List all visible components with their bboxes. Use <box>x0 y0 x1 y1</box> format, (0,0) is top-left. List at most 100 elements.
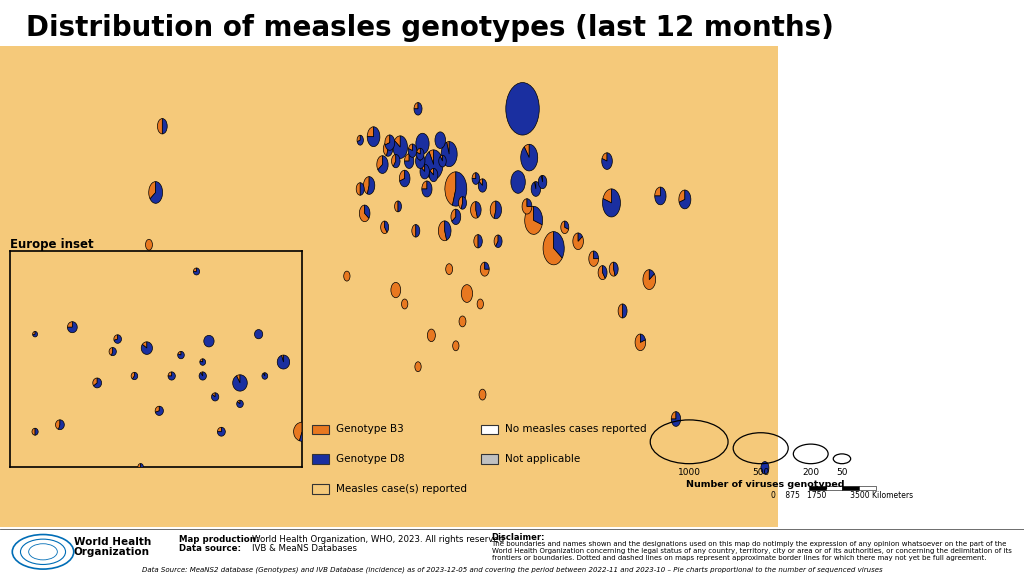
Text: 50: 50 <box>837 468 848 478</box>
Wedge shape <box>441 142 457 166</box>
Wedge shape <box>404 154 414 168</box>
Circle shape <box>479 389 486 400</box>
Wedge shape <box>217 427 221 432</box>
Wedge shape <box>527 199 531 206</box>
Wedge shape <box>649 270 654 279</box>
Wedge shape <box>598 266 605 279</box>
Wedge shape <box>168 372 175 380</box>
Wedge shape <box>364 177 369 194</box>
Wedge shape <box>554 232 564 258</box>
Wedge shape <box>417 148 420 154</box>
Wedge shape <box>412 225 416 237</box>
Wedge shape <box>452 209 461 225</box>
Wedge shape <box>109 347 113 355</box>
Wedge shape <box>194 268 200 275</box>
Wedge shape <box>438 155 446 167</box>
Wedge shape <box>679 190 685 202</box>
Wedge shape <box>472 173 476 179</box>
Wedge shape <box>602 153 612 169</box>
Wedge shape <box>381 221 387 234</box>
Wedge shape <box>194 268 197 271</box>
Wedge shape <box>112 347 117 355</box>
Wedge shape <box>416 225 420 237</box>
Wedge shape <box>524 145 529 158</box>
Circle shape <box>145 239 153 250</box>
Wedge shape <box>163 119 167 134</box>
Text: Organization: Organization <box>74 547 150 557</box>
Wedge shape <box>200 359 203 362</box>
Wedge shape <box>409 144 417 157</box>
Wedge shape <box>679 190 691 209</box>
Wedge shape <box>416 154 425 168</box>
Circle shape <box>401 299 408 309</box>
Wedge shape <box>156 406 164 415</box>
Text: 200: 200 <box>802 468 819 478</box>
Wedge shape <box>602 189 621 217</box>
Wedge shape <box>238 400 240 404</box>
Wedge shape <box>385 135 394 150</box>
Circle shape <box>445 264 453 275</box>
Wedge shape <box>140 464 143 469</box>
Wedge shape <box>421 164 425 172</box>
Wedge shape <box>199 372 207 380</box>
Wedge shape <box>496 235 502 248</box>
Wedge shape <box>414 103 422 115</box>
Wedge shape <box>391 154 396 166</box>
Wedge shape <box>480 262 489 276</box>
Wedge shape <box>446 142 450 154</box>
Wedge shape <box>151 181 163 203</box>
Wedge shape <box>178 351 181 355</box>
Wedge shape <box>93 378 97 386</box>
Wedge shape <box>444 221 451 240</box>
Text: 500: 500 <box>752 468 769 478</box>
Wedge shape <box>357 135 360 142</box>
Wedge shape <box>422 181 432 197</box>
Wedge shape <box>138 464 140 469</box>
Wedge shape <box>474 234 478 248</box>
Wedge shape <box>579 233 583 241</box>
Circle shape <box>506 82 540 135</box>
Wedge shape <box>594 251 599 259</box>
Wedge shape <box>420 164 429 179</box>
Wedge shape <box>524 206 542 234</box>
Text: Data source:: Data source: <box>179 544 242 554</box>
Wedge shape <box>534 206 543 225</box>
Wedge shape <box>262 373 267 379</box>
Wedge shape <box>494 235 498 247</box>
Wedge shape <box>357 135 364 145</box>
Wedge shape <box>360 183 365 195</box>
Wedge shape <box>543 232 562 265</box>
Wedge shape <box>158 119 163 134</box>
Wedge shape <box>212 393 219 401</box>
Wedge shape <box>561 221 568 234</box>
Wedge shape <box>299 422 310 441</box>
Wedge shape <box>471 202 477 218</box>
Text: Distribution of measles genotypes (last 12 months): Distribution of measles genotypes (last … <box>26 14 834 43</box>
Wedge shape <box>643 270 655 290</box>
Wedge shape <box>522 199 531 214</box>
Wedge shape <box>602 153 607 161</box>
Wedge shape <box>539 175 547 189</box>
Text: No measles cases reported: No measles cases reported <box>505 424 646 434</box>
Text: IVB & MeaNS Databases: IVB & MeaNS Databases <box>252 544 357 554</box>
Wedge shape <box>217 427 225 436</box>
Wedge shape <box>142 342 146 348</box>
Wedge shape <box>440 155 442 161</box>
Wedge shape <box>654 187 666 205</box>
Wedge shape <box>409 144 413 151</box>
Circle shape <box>461 285 473 302</box>
Text: World Health: World Health <box>74 537 151 547</box>
Wedge shape <box>93 378 101 388</box>
Wedge shape <box>294 422 302 441</box>
Text: Disclaimer:: Disclaimer: <box>492 533 545 542</box>
Wedge shape <box>114 335 122 343</box>
Circle shape <box>217 442 223 452</box>
Wedge shape <box>263 373 265 376</box>
Wedge shape <box>429 168 438 181</box>
Wedge shape <box>478 234 482 248</box>
Wedge shape <box>368 127 374 137</box>
Wedge shape <box>623 304 627 318</box>
Wedge shape <box>478 179 486 192</box>
Wedge shape <box>68 322 77 333</box>
Wedge shape <box>672 412 676 419</box>
